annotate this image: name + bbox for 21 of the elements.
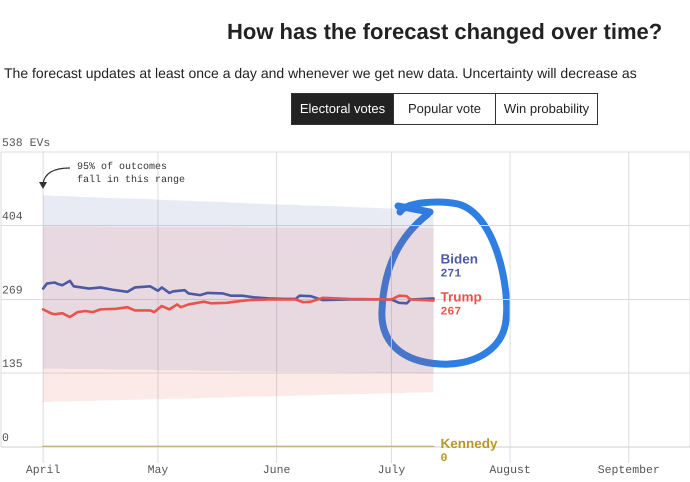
y-tick-label: 0	[2, 432, 9, 446]
series-label: Trump	[440, 290, 482, 305]
data-label: 271	[440, 268, 462, 281]
y-tick-label: 269	[2, 284, 23, 298]
data-label: 0	[440, 452, 448, 465]
data-label: 267	[440, 306, 462, 319]
x-tick-label: April	[26, 464, 60, 478]
y-tick-label: 538 EVs	[2, 137, 50, 150]
y-tick-label: 404	[2, 210, 23, 224]
chart-subtitle: The forecast updates at least once a day and whenever we get new data. Uncertainty will decrease as	[4, 65, 637, 81]
x-tick-label: September	[598, 464, 660, 478]
x-tick-label: August	[489, 464, 531, 478]
tab[interactable]: Electoral votes	[292, 94, 393, 124]
x-tick-label: July	[378, 464, 406, 478]
chart-title: How has the forecast changed over time?	[227, 19, 662, 44]
series-label: Kennedy	[440, 436, 498, 451]
x-tick-label: June	[262, 464, 290, 478]
text: Biden	[440, 252, 478, 267]
x-tick-label: May	[148, 464, 168, 478]
y-tick-label: 135	[2, 358, 23, 372]
annotation: 95% of outcomes fall in this range	[77, 162, 186, 186]
